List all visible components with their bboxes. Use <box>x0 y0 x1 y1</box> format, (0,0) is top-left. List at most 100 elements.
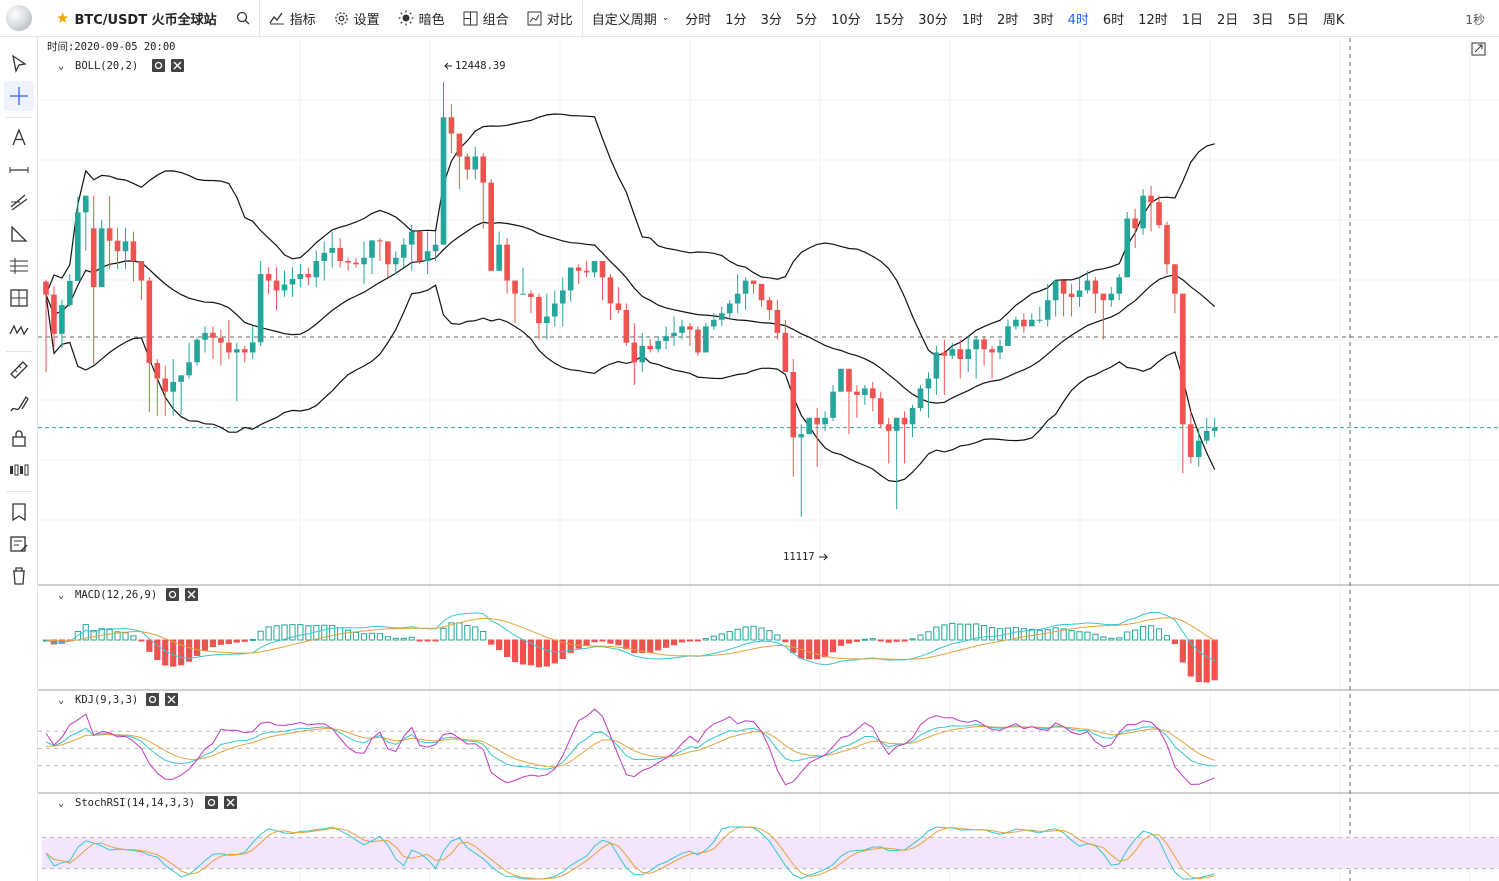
candle[interactable] <box>854 385 860 418</box>
candle[interactable] <box>504 238 510 294</box>
candle[interactable] <box>663 326 669 350</box>
candle[interactable] <box>512 280 518 324</box>
candle[interactable] <box>1211 417 1218 438</box>
candle[interactable] <box>559 277 566 327</box>
candle[interactable] <box>1156 195 1162 229</box>
period-16[interactable]: 5日 <box>1287 12 1309 28</box>
candle[interactable] <box>377 238 383 261</box>
candle[interactable] <box>925 372 932 418</box>
candle[interactable] <box>822 411 828 431</box>
candle[interactable] <box>130 231 137 282</box>
candle[interactable] <box>981 336 987 366</box>
symbol-selector[interactable]: ★ BTC/USDT 火币全球站 <box>38 9 227 28</box>
candle[interactable] <box>313 250 320 288</box>
candle[interactable] <box>337 238 343 268</box>
candle[interactable] <box>631 323 638 386</box>
candle[interactable] <box>241 345 248 363</box>
candle[interactable] <box>1195 427 1202 467</box>
kdj-settings-button[interactable] <box>146 693 159 706</box>
fullscreen-button[interactable] <box>1471 42 1486 56</box>
candle[interactable] <box>1108 287 1115 307</box>
candle[interactable] <box>385 241 391 278</box>
candle[interactable] <box>90 195 97 365</box>
candle[interactable] <box>1036 306 1043 324</box>
candle[interactable] <box>416 231 423 265</box>
candle[interactable] <box>941 339 948 395</box>
candle[interactable] <box>273 267 280 310</box>
indicators-button[interactable]: 指标 <box>260 0 325 37</box>
edit-list-tool[interactable] <box>4 529 34 559</box>
candle[interactable] <box>440 81 447 245</box>
period-13[interactable]: 1日 <box>1181 12 1203 28</box>
period-9[interactable]: 3时 <box>1032 12 1054 28</box>
candle[interactable] <box>623 303 630 346</box>
candle[interactable] <box>1068 283 1075 317</box>
candle[interactable] <box>591 261 598 278</box>
candle[interactable] <box>249 326 256 359</box>
candle[interactable] <box>989 345 995 379</box>
period-11[interactable]: 6时 <box>1102 12 1125 28</box>
candle[interactable] <box>703 323 709 353</box>
candle[interactable] <box>949 342 956 359</box>
candle[interactable] <box>973 336 979 379</box>
compare-button[interactable]: 对比 <box>518 0 582 37</box>
candle[interactable] <box>265 267 272 294</box>
candle[interactable] <box>257 261 264 346</box>
candle-pattern-tool[interactable] <box>4 455 34 485</box>
candle[interactable] <box>178 375 184 415</box>
candle[interactable] <box>1013 316 1019 330</box>
period-10[interactable]: 4时 <box>1067 12 1089 28</box>
candle[interactable] <box>1005 319 1011 346</box>
candle[interactable] <box>162 365 169 416</box>
candle[interactable] <box>846 368 852 435</box>
candle[interactable] <box>496 231 502 271</box>
candle[interactable] <box>814 408 820 467</box>
period-0[interactable]: 分时 <box>685 12 712 28</box>
candle[interactable] <box>218 329 224 366</box>
candle[interactable] <box>43 279 49 373</box>
candle[interactable] <box>639 332 646 373</box>
candle[interactable] <box>575 264 582 284</box>
candle[interactable] <box>1060 280 1067 317</box>
candle[interactable] <box>472 146 479 180</box>
candle[interactable] <box>122 227 129 270</box>
candle[interactable] <box>59 299 65 349</box>
trash-tool[interactable] <box>4 561 34 591</box>
candle[interactable] <box>408 225 415 271</box>
kdj-close-button[interactable] <box>165 693 178 706</box>
candle[interactable] <box>567 267 574 302</box>
brush-tool[interactable] <box>4 389 34 419</box>
candle[interactable] <box>774 300 781 340</box>
candle[interactable] <box>194 337 200 366</box>
candle[interactable] <box>1100 293 1107 340</box>
candle[interactable] <box>933 345 940 395</box>
candle[interactable] <box>289 267 296 297</box>
candle[interactable] <box>536 293 542 340</box>
combo-button[interactable]: 组合 <box>454 0 518 37</box>
candle[interactable] <box>885 417 892 464</box>
candle[interactable] <box>353 257 359 268</box>
star-icon[interactable]: ★ <box>56 9 70 27</box>
period-3[interactable]: 5分 <box>795 12 818 28</box>
candle[interactable] <box>488 179 494 271</box>
crosshair-tool[interactable] <box>4 81 34 111</box>
period-8[interactable]: 2时 <box>997 12 1019 28</box>
settings-button[interactable]: 设置 <box>325 0 389 37</box>
candle[interactable] <box>305 267 312 286</box>
boll-settings-button[interactable] <box>152 59 165 72</box>
collapse-chevron-icon[interactable]: ⌄ <box>58 60 64 72</box>
candle[interactable] <box>1124 212 1130 278</box>
candle[interactable] <box>321 241 328 281</box>
candle[interactable] <box>1203 417 1210 444</box>
candle[interactable] <box>1164 221 1170 275</box>
collapse-chevron-icon[interactable]: ⌄ <box>58 797 64 809</box>
candle[interactable] <box>186 342 192 379</box>
candle[interactable] <box>114 227 121 270</box>
text-tool[interactable] <box>4 123 34 153</box>
candle[interactable] <box>1172 264 1178 314</box>
candle[interactable] <box>1029 313 1035 327</box>
candle[interactable] <box>281 270 288 297</box>
candle[interactable] <box>400 238 407 268</box>
candle[interactable] <box>456 133 463 190</box>
candle[interactable] <box>758 283 765 307</box>
